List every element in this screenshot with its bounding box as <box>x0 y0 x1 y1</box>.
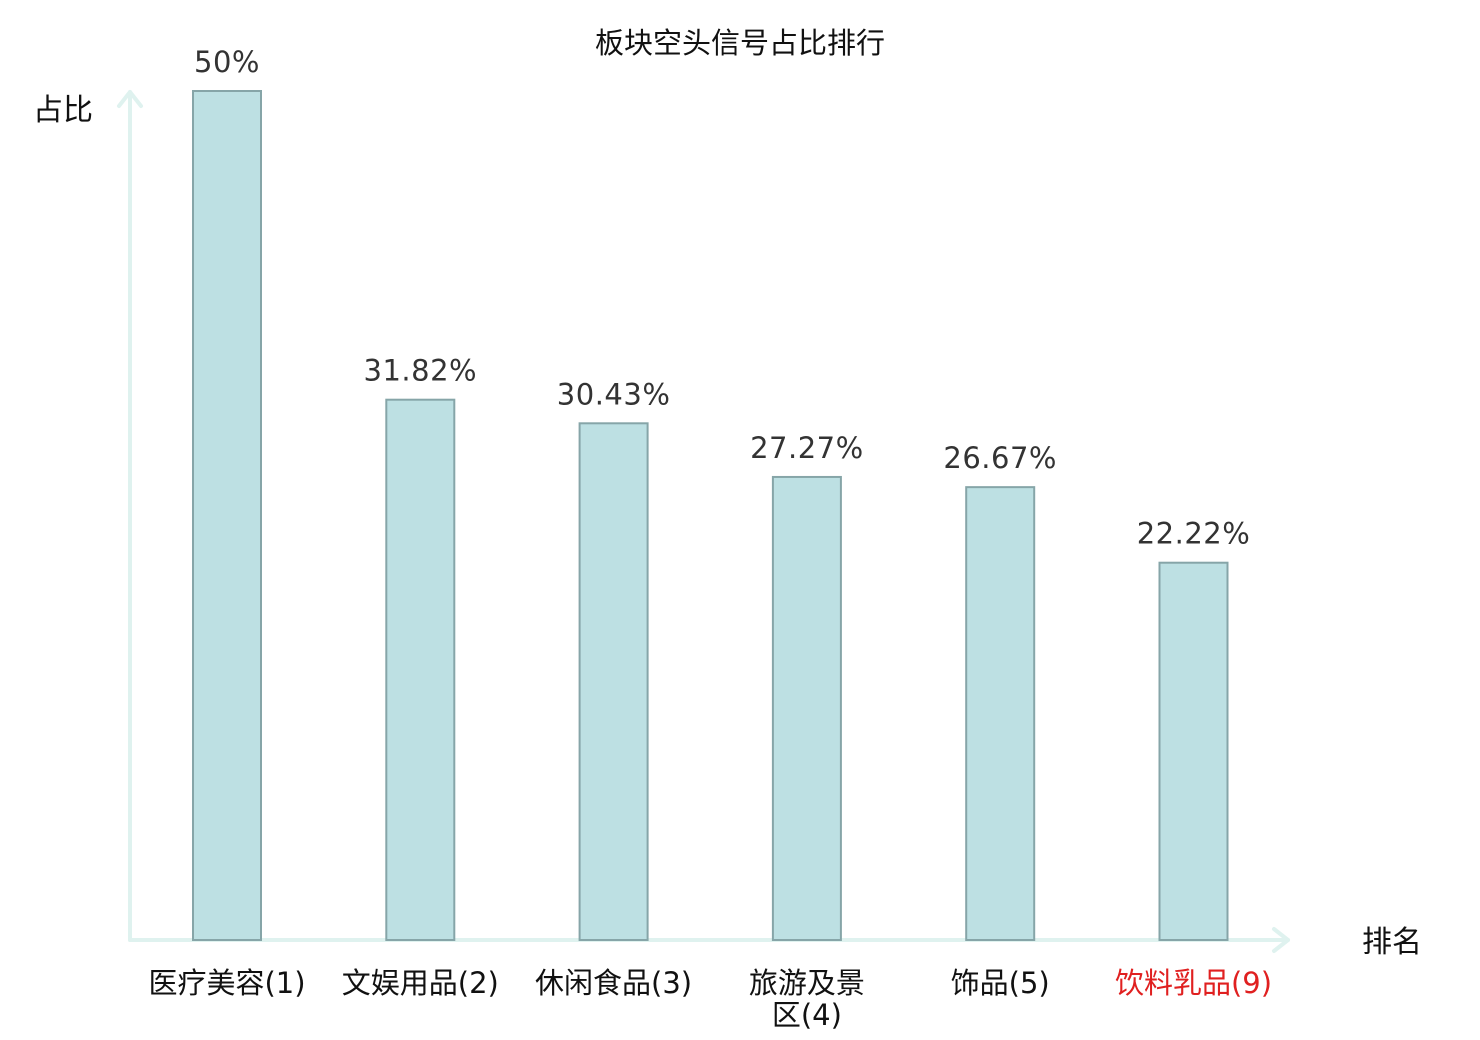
data-label: 50% <box>194 45 260 79</box>
bar-series <box>192 90 1229 942</box>
x-axis-arrow-icon <box>1272 927 1290 953</box>
category-label: 医疗美容(1) <box>148 966 305 1000</box>
category-labels: 医疗美容(1) 文娱用品(2) 休闲食品(3) 旅游及景区(4) 饰品(5) 饮料乳品(9… <box>148 966 1272 1032</box>
bar <box>965 486 1036 941</box>
bar <box>771 475 842 941</box>
x-axis-label: 排名 <box>1362 925 1422 960</box>
category-label: 旅游及景区(4) <box>749 966 865 1032</box>
category-label: 饰品(5) <box>951 966 1050 1000</box>
y-axis-arrow-icon <box>117 90 143 108</box>
data-label: 22.22% <box>1137 517 1251 551</box>
bar <box>1158 561 1229 941</box>
data-labels: 50% 31.82% 30.43% 27.27% 26.67% 22.22% <box>194 45 1250 551</box>
data-label: 27.27% <box>750 431 864 465</box>
bar <box>385 398 456 941</box>
category-label: 饮料乳品(9) <box>1115 966 1272 1000</box>
bar <box>578 422 649 942</box>
bar <box>192 90 262 941</box>
data-label: 30.43% <box>557 377 671 411</box>
category-label: 休闲食品(3) <box>535 966 692 1000</box>
chart-title: 板块空头信号占比排行 <box>595 26 885 60</box>
category-label: 文娱用品(2) <box>342 966 499 1000</box>
y-axis-label: 占比 <box>33 93 93 128</box>
data-label: 26.67% <box>943 441 1057 475</box>
data-label: 31.82% <box>364 354 478 388</box>
